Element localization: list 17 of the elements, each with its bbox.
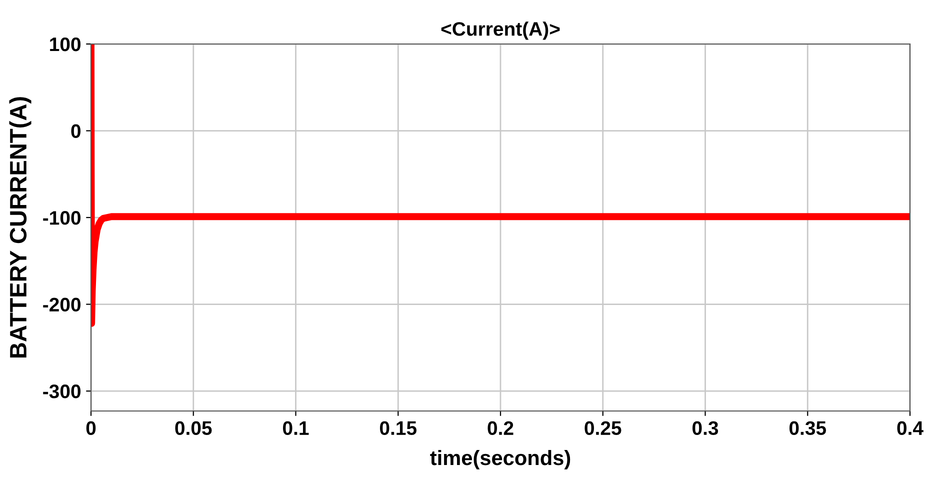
chart-title: <Current(A)> [441,22,560,40]
y-tick-label: -200 [43,298,80,312]
y-tick-label: -300 [43,384,80,398]
x-tick-label: 0.3 [692,421,718,436]
x-tick-label: 0.35 [789,421,826,436]
x-tick-label: 0 [86,421,96,436]
x-axis-title: time(seconds) [430,450,570,470]
x-tick-label: 0.05 [175,421,212,436]
x-tick-label: 0.25 [584,421,622,436]
y-tick-label: 100 [50,37,80,52]
y-axis-title: BATTERY CURRENT(A) [9,97,32,358]
x-tick-label: 0.1 [283,421,309,436]
x-tick-label: 0.15 [380,421,417,436]
y-tick-label: -100 [43,210,80,225]
y-tick-label: 0 [71,124,80,138]
x-tick-label: 0.4 [897,421,924,436]
x-tick-label: 0.2 [488,421,514,436]
